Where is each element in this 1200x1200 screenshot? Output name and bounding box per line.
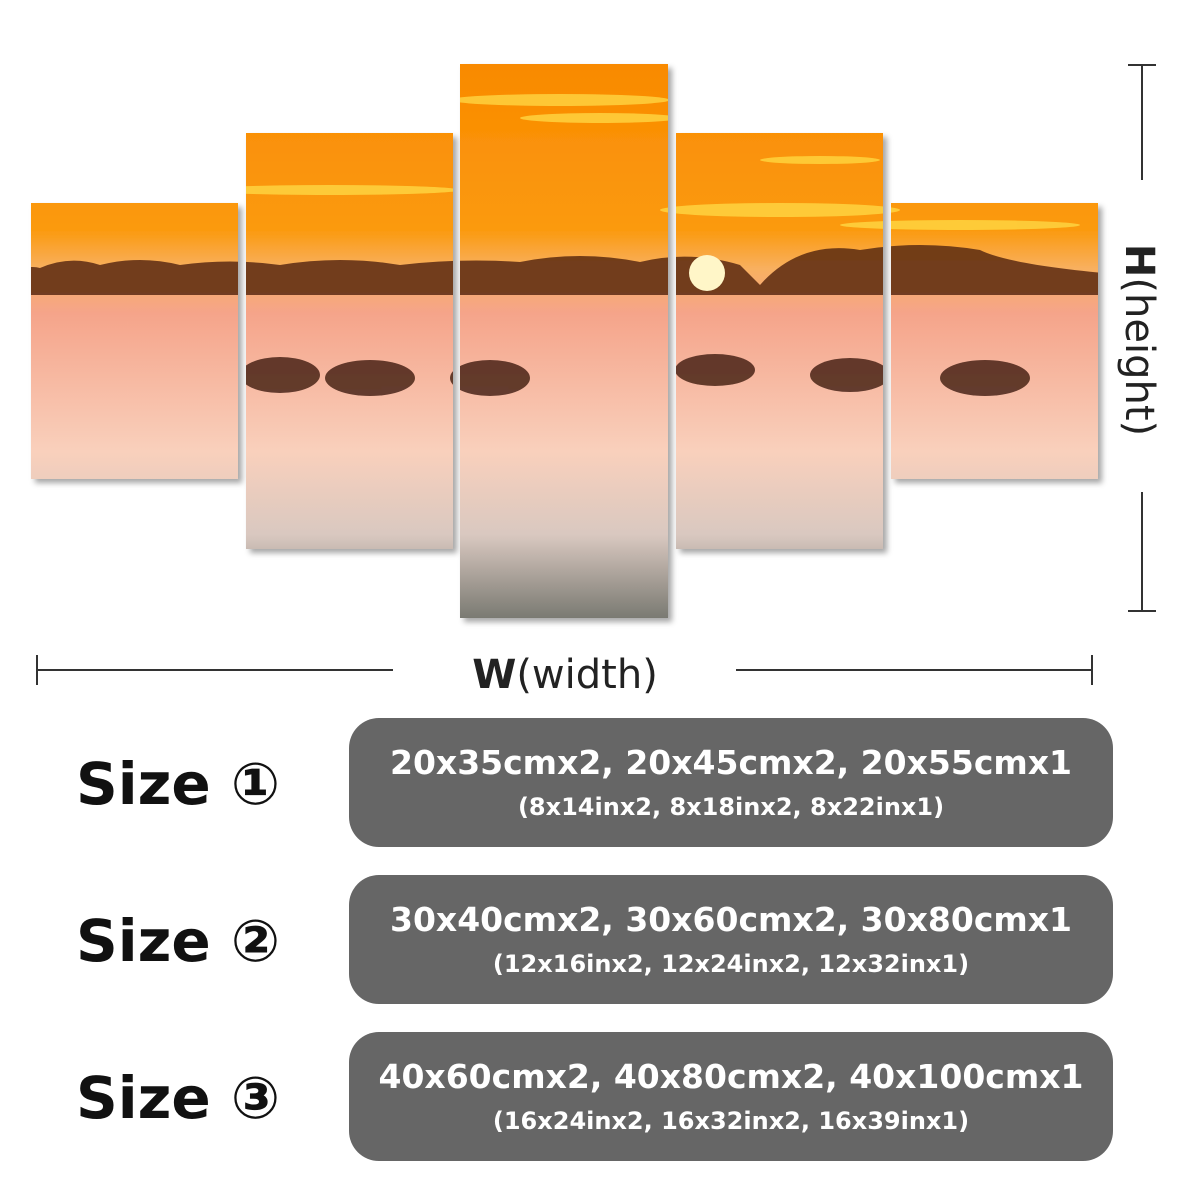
height-word: (height) <box>1116 277 1162 436</box>
size-inch: (16x24inx2, 16x32inx2, 16x39inx1) <box>493 1107 969 1135</box>
size-label: Size ③ <box>76 1064 280 1132</box>
size-label: Size ② <box>76 907 280 975</box>
canvas-panels <box>31 64 1098 618</box>
height-letter: H <box>1116 244 1162 277</box>
size-inch: (12x16inx2, 12x24inx2, 12x32inx1) <box>493 950 969 978</box>
size-list: Size ① 20x35cmx2, 20x45cmx2, 20x55cmx1 (8x… <box>76 718 1113 1161</box>
size-box <box>349 1032 1113 1161</box>
width-letter: W <box>472 652 516 698</box>
size-cm: 30x40cmx2, 30x60cmx2, 30x80cmx1 <box>390 900 1072 939</box>
size-cm: 20x35cmx2, 20x45cmx2, 20x55cmx1 <box>390 743 1072 782</box>
size-cm: 40x60cmx2, 40x80cmx2, 40x100cmx1 <box>379 1057 1084 1096</box>
size-inch: (8x14inx2, 8x18inx2, 8x22inx1) <box>518 793 944 821</box>
height-label: H(height) <box>1116 244 1162 436</box>
size-label: Size ① <box>76 750 280 818</box>
width-word: (width) <box>516 652 657 698</box>
size-box <box>349 875 1113 1004</box>
width-arrow <box>36 655 1093 685</box>
width-label: W(width) <box>472 652 658 698</box>
height-arrow <box>1128 64 1156 612</box>
size-box <box>349 718 1113 847</box>
